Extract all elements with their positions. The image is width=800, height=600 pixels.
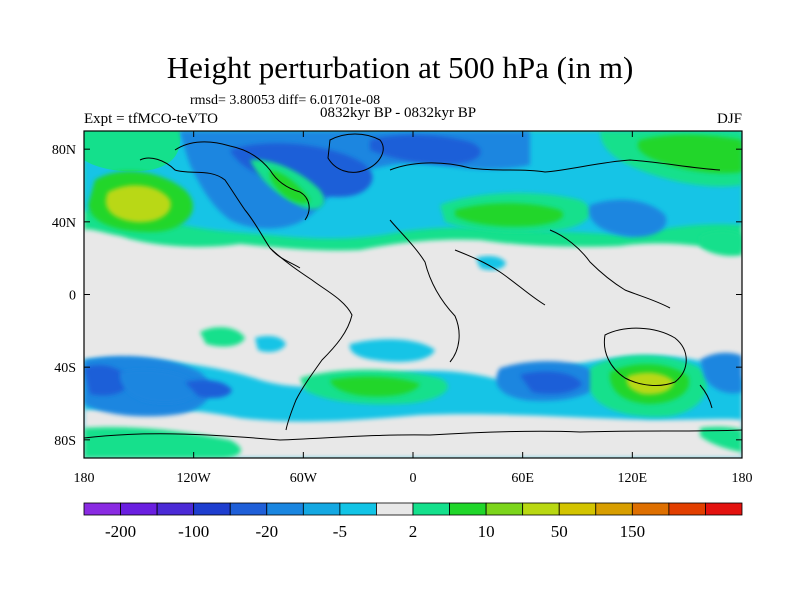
colorbar-label: 2 — [409, 522, 418, 541]
colorbar-box — [595, 502, 633, 516]
colorbar-box — [705, 502, 743, 516]
coastlines — [84, 133, 742, 441]
stats-label: rmsd= 3.80053 diff= 6.01701e-08 — [190, 93, 381, 108]
latitude-axis: 80N 40N 0 40S 80S — [52, 143, 742, 449]
colorbar-label: -100 — [178, 522, 209, 541]
lat-tick-label: 80N — [52, 143, 76, 158]
colorbar-box — [522, 502, 560, 516]
colorbar-label: -20 — [255, 522, 278, 541]
lat-tick-label: 40S — [54, 361, 76, 376]
colorbar-label: -200 — [105, 522, 136, 541]
colorbar-box — [668, 502, 706, 516]
colorbar-box — [339, 502, 377, 516]
longitude-axis: 180 120W 60W 0 60E 120E 180 — [74, 131, 753, 486]
colorbar-box — [120, 502, 158, 516]
contour-field — [84, 131, 742, 458]
lat-tick-label: 40N — [52, 216, 76, 231]
colorbar-box — [302, 502, 341, 516]
experiment-label: Expt = tfMCO-teVTO — [84, 111, 219, 127]
map-title: Height perturbation at 500 hPa (in m) — [166, 50, 634, 85]
colorbar-box — [485, 502, 524, 516]
lat-tick-label: 0 — [69, 289, 76, 304]
period-label: 0832kyr BP - 0832kyr BP — [320, 105, 477, 121]
lon-tick-label: 60E — [511, 471, 534, 486]
colorbar-box — [83, 502, 121, 516]
colorbar-box — [412, 502, 450, 516]
season-label: DJF — [716, 111, 742, 127]
lon-tick-label: 120E — [618, 471, 648, 486]
colorbar-box — [156, 502, 195, 516]
colorbar-box — [376, 502, 414, 516]
colorbar-box — [229, 502, 268, 516]
lon-tick-label: 120W — [177, 471, 212, 486]
lon-tick-label: 0 — [410, 471, 417, 486]
colorbar-label: -5 — [333, 522, 347, 541]
lon-tick-label: 180 — [732, 471, 753, 486]
colorbar-box — [558, 502, 597, 516]
lat-tick-label: 80S — [54, 434, 76, 449]
colorbar-label: 50 — [551, 522, 568, 541]
colorbar-box — [449, 502, 487, 516]
lon-tick-label: 60W — [290, 471, 318, 486]
colorbar-label: 150 — [620, 522, 646, 541]
colorbar-label: 10 — [478, 522, 495, 541]
colorbar-box — [631, 502, 670, 516]
colorbar: -200 -100 -20 -5 2 10 50 150 — [83, 502, 743, 541]
colorbar-box — [193, 502, 231, 516]
colorbar-box — [266, 502, 304, 516]
lon-tick-label: 180 — [74, 471, 95, 486]
